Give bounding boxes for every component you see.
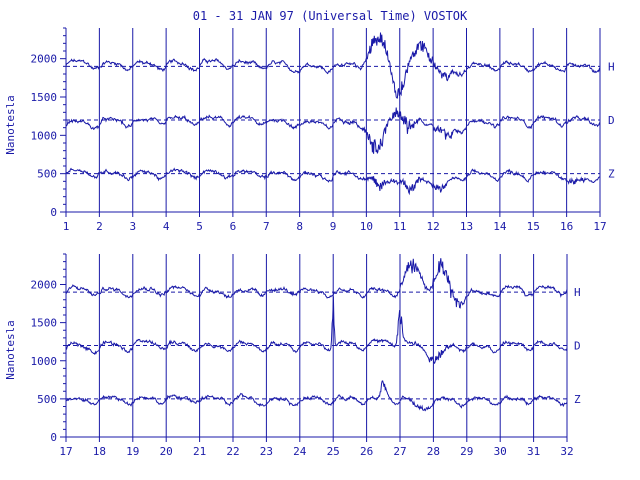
y-tick-label: 0 — [50, 431, 57, 444]
y-tick-label: 500 — [37, 393, 57, 406]
x-tick-label: 21 — [193, 445, 206, 458]
series-line-D — [65, 296, 568, 365]
series-label-D: D — [608, 114, 615, 127]
series-line-Z — [65, 167, 601, 196]
x-tick-label: 25 — [327, 445, 340, 458]
x-tick-label: 13 — [460, 220, 473, 233]
x-tick-label: 26 — [360, 445, 373, 458]
x-tick-label: 29 — [460, 445, 473, 458]
x-tick-label: 32 — [560, 445, 573, 458]
x-tick-label: 28 — [427, 445, 440, 458]
series-label-Z: Z — [608, 168, 615, 181]
x-tick-label: 24 — [293, 445, 307, 458]
x-tick-label: 27 — [393, 445, 406, 458]
x-tick-label: 8 — [296, 220, 303, 233]
y-tick-label: 1000 — [31, 129, 58, 142]
x-tick-label: 15 — [527, 220, 540, 233]
series-line-H — [65, 258, 568, 309]
series-line-H — [65, 32, 601, 99]
x-tick-label: 2 — [96, 220, 103, 233]
y-tick-label: 1500 — [31, 91, 58, 104]
series-label-H: H — [574, 286, 581, 299]
x-tick-label: 10 — [360, 220, 373, 233]
series-label-H: H — [608, 60, 615, 73]
series-label-D: D — [574, 340, 581, 353]
x-tick-label: 31 — [527, 445, 540, 458]
x-tick-label: 1 — [63, 220, 70, 233]
panel-2: 0 500 1000 1500 2000 17 18 19 20 21 22 23 24 25 26 27 28… — [31, 253, 581, 458]
y-tick-label: 2000 — [31, 279, 58, 292]
y-tick-label: 2000 — [31, 53, 58, 66]
x-tick-label: 16 — [560, 220, 573, 233]
x-tick-label: 30 — [494, 445, 507, 458]
chart-title: 01 - 31 JAN 97 (Universal Time) VOSTOK — [193, 9, 468, 23]
x-tick-label: 19 — [126, 445, 139, 458]
y-tick-label: 500 — [37, 168, 57, 181]
x-tick-label: 4 — [163, 220, 170, 233]
x-tick-label: 9 — [330, 220, 337, 233]
x-tick-label: 5 — [196, 220, 203, 233]
y-tick-label: 0 — [50, 206, 57, 219]
x-tick-label: 14 — [493, 220, 507, 233]
x-tick-label: 22 — [226, 445, 239, 458]
series-line-D — [65, 107, 601, 154]
y-tick-label: 1000 — [31, 355, 58, 368]
y-tick-label: 1500 — [31, 317, 58, 330]
x-tick-label: 3 — [129, 220, 136, 233]
y-axis-label-bottom: Nanotesla — [4, 320, 17, 380]
x-tick-label: 23 — [260, 445, 273, 458]
series-line-Z — [65, 380, 568, 412]
x-tick-label: 18 — [93, 445, 106, 458]
y-axis-label-top: Nanotesla — [4, 95, 17, 155]
x-tick-label: 11 — [393, 220, 406, 233]
x-tick-label: 20 — [160, 445, 173, 458]
x-tick-label: 17 — [59, 445, 72, 458]
series-label-Z: Z — [574, 393, 581, 406]
x-tick-label: 6 — [230, 220, 237, 233]
x-tick-label: 12 — [427, 220, 440, 233]
x-tick-label: 7 — [263, 220, 270, 233]
x-tick-label: 17 — [593, 220, 606, 233]
